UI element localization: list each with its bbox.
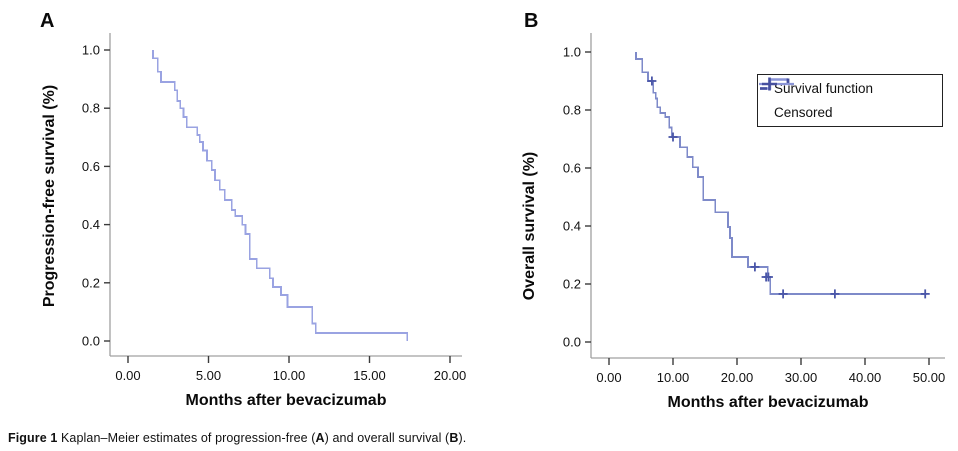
survival-curve — [152, 50, 409, 341]
km-plot-b: 0.0 0.2 0.4 0.6 0.8 1.0 0.00 10.00 20.00 30.00 40.… — [563, 33, 945, 385]
x-tick-label: 0.00 — [115, 368, 140, 383]
panel-a-label: A — [40, 10, 55, 32]
x-tick-label: 40.00 — [849, 370, 882, 385]
axes: 0.0 0.2 0.4 0.6 0.8 1.0 0.00 10.00 20.00 30.00 40.… — [563, 33, 945, 385]
caption-text: Kaplan–Meier estimates of progression-fr… — [61, 431, 316, 445]
x-tick-label: 50.00 — [913, 370, 946, 385]
y-tick-label: 0.4 — [82, 217, 100, 232]
censor-mark — [778, 289, 788, 299]
caption-text: ). — [458, 431, 467, 445]
y-tick-label: 0.8 — [82, 101, 100, 116]
y-tick-label: 0.0 — [563, 335, 581, 350]
caption-figure-number: Figure 1 — [8, 431, 61, 445]
y-tick-label: 0.8 — [563, 103, 581, 118]
censor-plus-icon — [759, 77, 794, 91]
censor-mark — [920, 289, 930, 299]
x-tick-label: 0.00 — [596, 370, 621, 385]
censor-mark — [763, 272, 773, 282]
censor-mark — [750, 262, 760, 272]
legend: Survival function Censored — [757, 74, 943, 127]
panel-b-label: B — [524, 10, 539, 32]
x-tick-label: 5.00 — [196, 368, 221, 383]
y-tick-label: 0.0 — [82, 334, 100, 349]
survival-curve — [635, 52, 927, 295]
y-tick-label: 1.0 — [563, 45, 581, 60]
censor-mark — [647, 76, 657, 86]
x-tick-label: 20.00 — [721, 370, 754, 385]
caption-text: ) and overall survival ( — [324, 431, 450, 445]
y-tick-label: 0.6 — [563, 161, 581, 176]
legend-censored-label: Censored — [774, 105, 833, 120]
censor-mark — [830, 289, 840, 299]
y-tick-label: 0.2 — [563, 277, 581, 292]
panel-a: 0.0 0.2 0.4 0.6 0.8 1.0 0.00 5.00 10.00 15.00 20.0… — [0, 0, 478, 420]
censor-mark — [668, 132, 678, 142]
figure-caption: Figure 1 Kaplan–Meier estimates of progr… — [8, 431, 466, 445]
axes: 0.0 0.2 0.4 0.6 0.8 1.0 0.00 5.00 10.00 15.00 20.0… — [82, 33, 466, 383]
y-tick-label: 1.0 — [82, 43, 100, 58]
y-tick-label: 0.6 — [82, 159, 100, 174]
panel-b-y-axis-title: Overall survival (%) — [521, 151, 538, 301]
legend-survival-label: Survival function — [774, 81, 874, 96]
x-tick-label: 10.00 — [273, 368, 306, 383]
x-tick-label: 30.00 — [785, 370, 818, 385]
panel-a-x-axis-title: Months after bevacizumab — [185, 392, 387, 409]
panel-b: 0.0 0.2 0.4 0.6 0.8 1.0 0.00 10.00 20.00 30.00 40.… — [480, 0, 958, 420]
y-tick-label: 0.2 — [82, 275, 100, 290]
x-tick-label: 10.00 — [657, 370, 690, 385]
caption-ref-b: B — [449, 431, 459, 445]
km-plot-a: 0.0 0.2 0.4 0.6 0.8 1.0 0.00 5.00 10.00 15.00 20.0… — [82, 33, 466, 383]
legend-item-censored: Censored — [759, 77, 942, 124]
y-tick-label: 0.4 — [563, 219, 581, 234]
x-tick-label: 20.00 — [434, 368, 467, 383]
panel-a-y-axis-title: Progression-free survival (%) — [41, 84, 58, 308]
caption-ref-a: A — [315, 431, 325, 445]
panel-b-x-axis-title: Months after bevacizumab — [667, 394, 869, 411]
x-tick-label: 15.00 — [353, 368, 386, 383]
